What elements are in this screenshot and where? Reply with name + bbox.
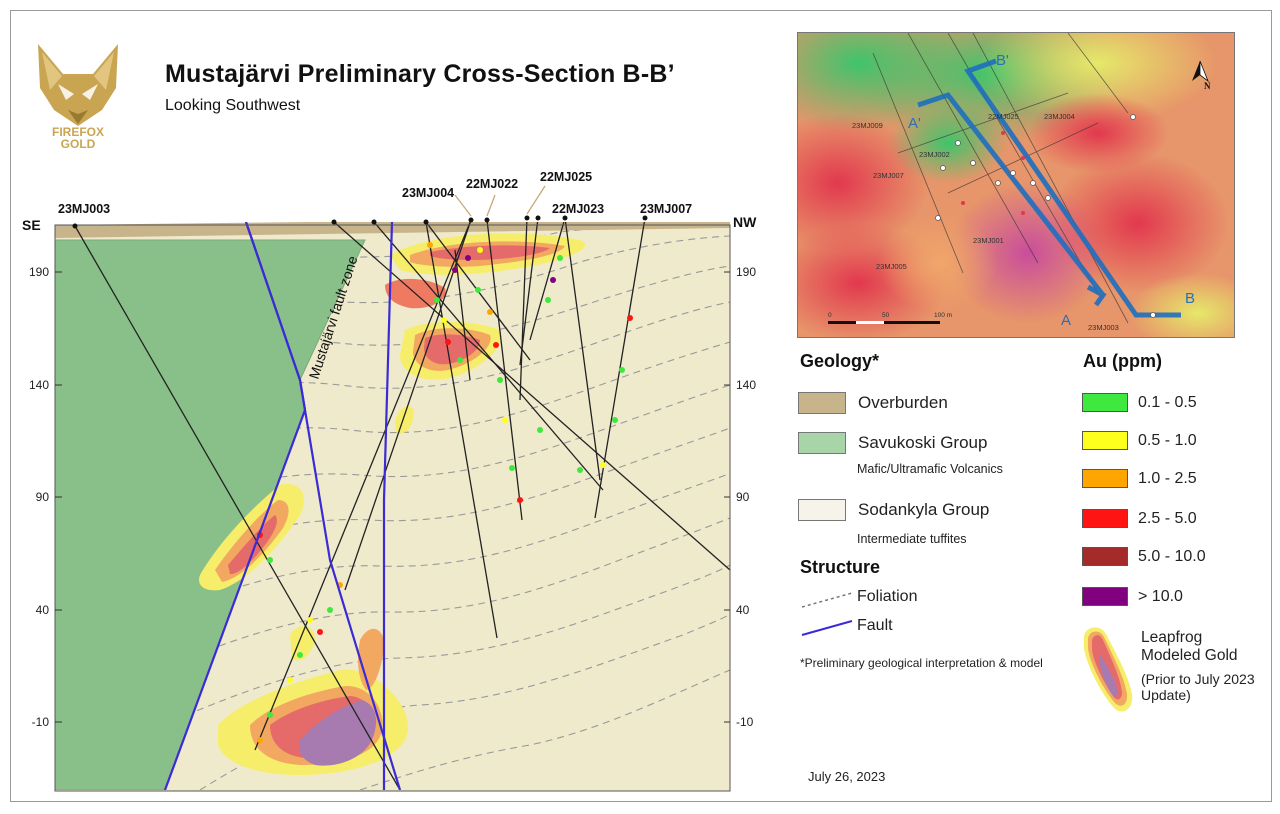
foliation-label: Foliation: [857, 588, 918, 605]
map-hole-23mj005: 23MJ005: [876, 262, 907, 271]
location-map: B' A' A B 23MJ009 22MJ025 23MJ004 23MJ00…: [797, 32, 1235, 338]
scale-100: 100 m: [934, 312, 952, 319]
interpretation-note: *Preliminary geological interpretation &…: [800, 656, 1043, 670]
section-end-se: SE: [22, 217, 41, 233]
scale-50: 50: [882, 312, 890, 319]
au-swatch-4: [1082, 509, 1128, 528]
page-frame: [10, 10, 1272, 802]
y-tick-190: 190: [29, 265, 49, 279]
north-label: N: [1204, 81, 1211, 91]
cross-section: Mustajärvi fault zone 190 140 90 40 -10 …: [22, 170, 757, 792]
map-hole-22mj025: 22MJ025: [988, 112, 1019, 121]
y-tick-right-90: 90: [736, 490, 750, 504]
sodankyla-sublabel: Intermediate tuffites: [857, 532, 967, 546]
leapfrog-label-line2: Modeled Gold: [1141, 647, 1238, 664]
au-label-4: 2.5 - 5.0: [1138, 509, 1197, 527]
drill-traces: [74, 222, 730, 790]
legend-sodankyla: Sodankyla Group: [798, 499, 989, 521]
leapfrog-note-line2: Update): [1141, 687, 1191, 703]
map-hole-23mj004: 23MJ004: [1044, 112, 1075, 121]
y-tick-minus10: -10: [32, 715, 50, 729]
y-tick-marks: [55, 271, 730, 723]
savukoski-sublabel: Mafic/Ultramafic Volcanics: [857, 462, 1003, 476]
section-end-nw: NW: [733, 214, 757, 230]
page-title: Mustajärvi Preliminary Cross-Section B-B…: [165, 60, 675, 88]
map-label-b-prime: B': [996, 52, 1009, 69]
au-label-6: > 10.0: [1138, 587, 1183, 605]
au-row-4: 2.5 - 5.0: [1082, 509, 1197, 528]
map-hole-23mj007: 23MJ007: [873, 171, 904, 180]
geology-legend-title: Geology*: [800, 351, 880, 371]
au-swatch-3: [1082, 469, 1128, 488]
structure-symbols: [801, 592, 853, 636]
map-hole-23mj009: 23MJ009: [852, 121, 883, 130]
au-row-6: > 10.0: [1082, 587, 1183, 606]
au-row-3: 1.0 - 2.5: [1082, 469, 1197, 488]
fault-symbol: [801, 620, 853, 636]
logo-text-firefox: FIREFOX: [52, 125, 104, 139]
au-legend-title: Au (ppm): [1083, 351, 1162, 371]
legend-overburden: Overburden: [798, 392, 948, 414]
map-label-b: B: [1185, 290, 1195, 307]
leapfrog-label-line1: Leapfrog: [1141, 629, 1203, 646]
map-hole-23mj003: 23MJ003: [1088, 323, 1119, 332]
hole-label-22mj022: 22MJ022: [466, 177, 518, 191]
fault-lines: [163, 222, 402, 790]
leapfrog-label: Leapfrog Modeled Gold: [1141, 629, 1238, 665]
hole-label-22mj025: 22MJ025: [540, 170, 592, 184]
page-subtitle: Looking Southwest: [165, 97, 301, 114]
au-label-5: 5.0 - 10.0: [1138, 547, 1206, 565]
au-label-2: 0.5 - 1.0: [1138, 431, 1197, 449]
au-swatch-2: [1082, 431, 1128, 450]
map-hole-23mj001: 23MJ001: [973, 236, 1004, 245]
au-label-3: 1.0 - 2.5: [1138, 469, 1197, 487]
map-label-a: A: [1061, 312, 1071, 329]
au-row-5: 5.0 - 10.0: [1082, 547, 1206, 566]
hole-label-22mj023: 22MJ023: [552, 202, 604, 216]
assay-intervals: [257, 242, 633, 743]
y-tick-140: 140: [29, 378, 49, 392]
overburden-swatch: [798, 392, 846, 414]
logo-text-gold: GOLD: [61, 137, 96, 150]
sodankyla-swatch: [798, 499, 846, 521]
savukoski-swatch: [798, 432, 846, 454]
leapfrog-note: (Prior to July 2023 Update): [1141, 671, 1255, 703]
au-swatch-6: [1082, 587, 1128, 606]
collar-points: [72, 215, 648, 229]
legend-savukoski: Savukoski Group: [798, 432, 987, 454]
y-tick-right-190: 190: [736, 265, 756, 279]
leapfrog-swatch-icon: [1084, 627, 1133, 712]
section-border: [54, 224, 731, 792]
foliation-symbol: [801, 592, 853, 608]
au-label-1: 0.1 - 0.5: [1138, 393, 1197, 411]
structure-legend-title: Structure: [800, 557, 881, 577]
au-swatch-1: [1082, 393, 1128, 412]
sodankyla-label: Sodankyla Group: [858, 500, 990, 519]
firefox-gold-logo: FIREFOX GOLD: [38, 44, 118, 150]
leapfrog-note-line1: (Prior to July 2023: [1141, 671, 1255, 687]
map-label-a-prime: A': [908, 115, 921, 132]
y-tick-right-140: 140: [736, 378, 756, 392]
y-tick-40: 40: [36, 603, 50, 617]
y-tick-right-minus10: -10: [736, 715, 754, 729]
y-tick-90: 90: [36, 490, 50, 504]
savukoski-label: Savukoski Group: [858, 433, 988, 452]
map-hole-23mj002: 23MJ002: [919, 150, 950, 159]
hole-label-23mj007: 23MJ007: [640, 202, 692, 216]
hole-label-23mj004: 23MJ004: [402, 186, 454, 200]
scale-0: 0: [828, 312, 832, 319]
label-leaders: [454, 185, 546, 217]
au-row-1: 0.1 - 0.5: [1082, 393, 1197, 412]
y-tick-right-40: 40: [736, 603, 750, 617]
date-stamp: July 26, 2023: [808, 769, 886, 784]
au-swatch-5: [1082, 547, 1128, 566]
au-row-2: 0.5 - 1.0: [1082, 431, 1197, 450]
north-arrow-icon: N: [1192, 60, 1211, 91]
hole-label-23mj003: 23MJ003: [58, 202, 110, 216]
overburden-label: Overburden: [858, 393, 948, 412]
fault-label: Fault: [857, 617, 893, 634]
